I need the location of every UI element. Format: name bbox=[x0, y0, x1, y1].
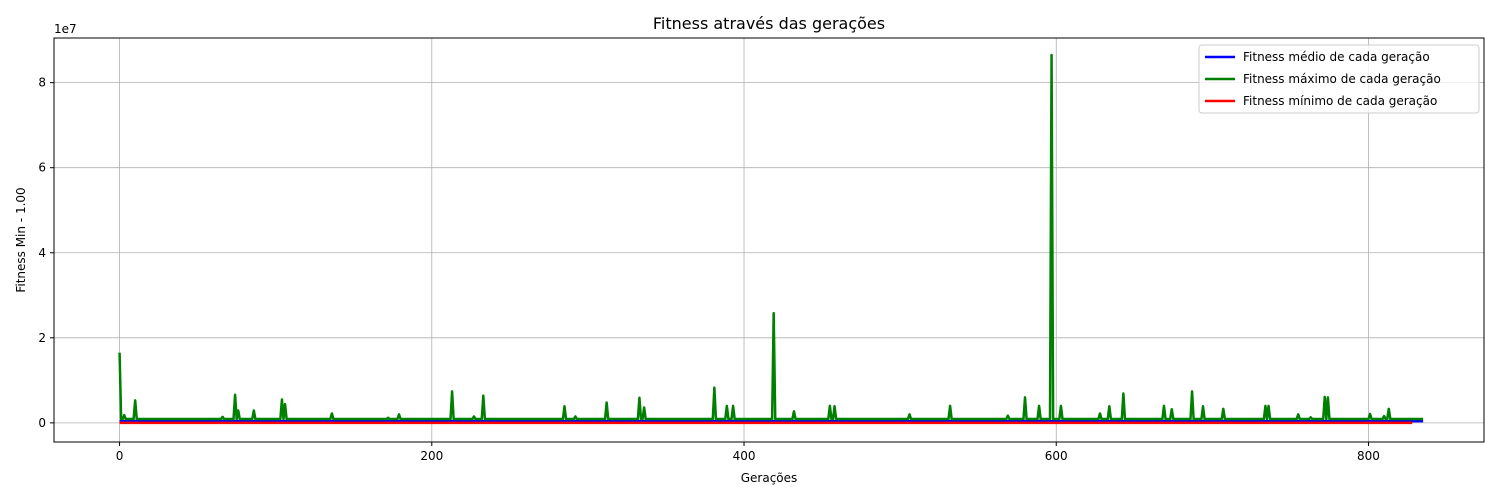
y-tick-label: 6 bbox=[38, 161, 46, 175]
series-lines bbox=[118, 53, 1424, 425]
chart-title: Fitness através das gerações bbox=[653, 14, 885, 33]
x-axis-label: Gerações bbox=[741, 471, 798, 485]
y-tick-label: 4 bbox=[38, 246, 46, 260]
legend-box bbox=[1198, 44, 1480, 114]
ticks: 0 200 400 600 800 0 2 4 6 8 bbox=[38, 76, 1380, 463]
y-tick-label: 0 bbox=[38, 416, 46, 430]
y-axis-label: Fitness Min - 1.00 bbox=[14, 187, 28, 292]
y-offset-text: 1e7 bbox=[54, 22, 77, 36]
x-tick-label: 200 bbox=[420, 449, 443, 463]
x-tick-label: 800 bbox=[1357, 449, 1380, 463]
axes-frame bbox=[53, 37, 1485, 443]
y-tick-label: 8 bbox=[38, 76, 46, 90]
legend-label-mean: Fitness médio de cada geração bbox=[1243, 50, 1430, 64]
legend-label-min: Fitness mínimo de cada geração bbox=[1243, 94, 1437, 108]
legend-label-max: Fitness máximo de cada geração bbox=[1243, 72, 1441, 86]
x-tick-label: 400 bbox=[733, 449, 756, 463]
y-tick-label: 2 bbox=[38, 331, 46, 345]
series-line-max bbox=[118, 53, 1424, 421]
legend: Fitness médio de cada geração Fitness máx… bbox=[1198, 44, 1480, 114]
x-tick-label: 0 bbox=[116, 449, 124, 463]
x-tick-label: 600 bbox=[1045, 449, 1068, 463]
